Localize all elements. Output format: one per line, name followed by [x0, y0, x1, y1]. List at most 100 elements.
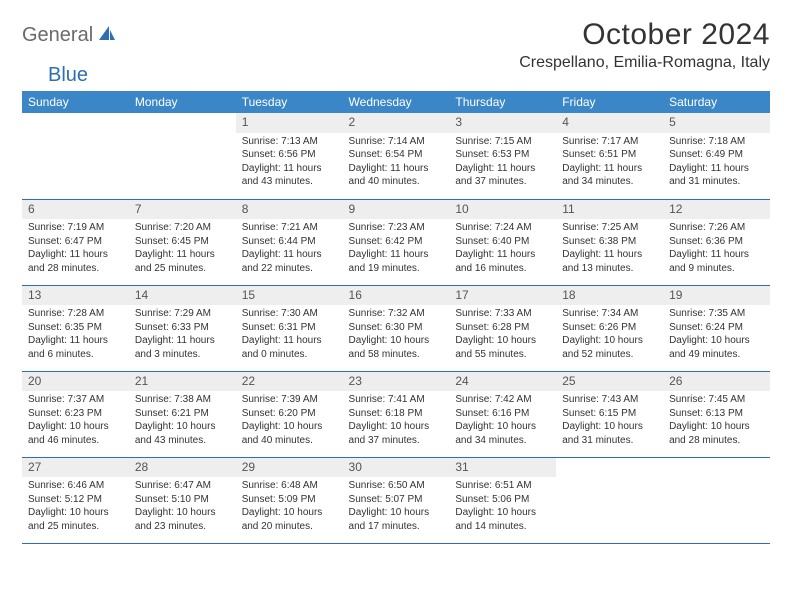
- calendar-cell: 27Sunrise: 6:46 AMSunset: 5:12 PMDayligh…: [22, 457, 129, 543]
- daylight-text-2: and 43 minutes.: [242, 175, 337, 189]
- sunset-text: Sunset: 6:13 PM: [669, 407, 764, 421]
- day-details: Sunrise: 7:35 AMSunset: 6:24 PMDaylight:…: [663, 305, 770, 365]
- sunrise-text: Sunrise: 7:33 AM: [455, 307, 550, 321]
- day-number: 8: [236, 200, 343, 220]
- daylight-text-1: Daylight: 10 hours: [455, 506, 550, 520]
- calendar-cell: 8Sunrise: 7:21 AMSunset: 6:44 PMDaylight…: [236, 199, 343, 285]
- sunrise-text: Sunrise: 7:15 AM: [455, 135, 550, 149]
- daylight-text-1: Daylight: 11 hours: [242, 248, 337, 262]
- daylight-text-1: Daylight: 11 hours: [669, 248, 764, 262]
- sunset-text: Sunset: 6:54 PM: [349, 148, 444, 162]
- sunset-text: Sunset: 6:18 PM: [349, 407, 444, 421]
- daylight-text-2: and 40 minutes.: [242, 434, 337, 448]
- day-details: Sunrise: 7:25 AMSunset: 6:38 PMDaylight:…: [556, 219, 663, 279]
- calendar-cell: 18Sunrise: 7:34 AMSunset: 6:26 PMDayligh…: [556, 285, 663, 371]
- daylight-text-2: and 6 minutes.: [28, 348, 123, 362]
- daylight-text-2: and 17 minutes.: [349, 520, 444, 534]
- calendar-cell: 10Sunrise: 7:24 AMSunset: 6:40 PMDayligh…: [449, 199, 556, 285]
- daylight-text-1: Daylight: 11 hours: [669, 162, 764, 176]
- daylight-text-1: Daylight: 11 hours: [242, 334, 337, 348]
- day-number: 19: [663, 286, 770, 306]
- daylight-text-2: and 3 minutes.: [135, 348, 230, 362]
- day-details: Sunrise: 7:33 AMSunset: 6:28 PMDaylight:…: [449, 305, 556, 365]
- calendar-cell: 6Sunrise: 7:19 AMSunset: 6:47 PMDaylight…: [22, 199, 129, 285]
- day-number: 6: [22, 200, 129, 220]
- calendar-table: Sunday Monday Tuesday Wednesday Thursday…: [22, 91, 770, 544]
- sunset-text: Sunset: 6:16 PM: [455, 407, 550, 421]
- day-details: Sunrise: 7:41 AMSunset: 6:18 PMDaylight:…: [343, 391, 450, 451]
- daylight-text-1: Daylight: 11 hours: [242, 162, 337, 176]
- day-number: 12: [663, 200, 770, 220]
- day-details: Sunrise: 7:21 AMSunset: 6:44 PMDaylight:…: [236, 219, 343, 279]
- calendar-cell: 23Sunrise: 7:41 AMSunset: 6:18 PMDayligh…: [343, 371, 450, 457]
- daylight-text-1: Daylight: 10 hours: [242, 506, 337, 520]
- calendar-cell: 20Sunrise: 7:37 AMSunset: 6:23 PMDayligh…: [22, 371, 129, 457]
- sunset-text: Sunset: 6:15 PM: [562, 407, 657, 421]
- daylight-text-2: and 0 minutes.: [242, 348, 337, 362]
- sunrise-text: Sunrise: 7:29 AM: [135, 307, 230, 321]
- daylight-text-2: and 16 minutes.: [455, 262, 550, 276]
- sunset-text: Sunset: 6:47 PM: [28, 235, 123, 249]
- calendar-page: General October 2024 Crespellano, Emilia…: [0, 0, 792, 554]
- day-header: Wednesday: [343, 91, 450, 113]
- daylight-text-2: and 58 minutes.: [349, 348, 444, 362]
- sunset-text: Sunset: 6:31 PM: [242, 321, 337, 335]
- calendar-week-row: 13Sunrise: 7:28 AMSunset: 6:35 PMDayligh…: [22, 285, 770, 371]
- daylight-text-1: Daylight: 10 hours: [455, 420, 550, 434]
- logo-text-blue: Blue: [48, 64, 88, 86]
- sunset-text: Sunset: 6:24 PM: [669, 321, 764, 335]
- day-number: 21: [129, 372, 236, 392]
- sunrise-text: Sunrise: 7:25 AM: [562, 221, 657, 235]
- sunrise-text: Sunrise: 7:37 AM: [28, 393, 123, 407]
- sunrise-text: Sunrise: 6:51 AM: [455, 479, 550, 493]
- day-number: 9: [343, 200, 450, 220]
- calendar-cell: 14Sunrise: 7:29 AMSunset: 6:33 PMDayligh…: [129, 285, 236, 371]
- sunrise-text: Sunrise: 7:39 AM: [242, 393, 337, 407]
- daylight-text-1: Daylight: 10 hours: [349, 420, 444, 434]
- day-details: Sunrise: 7:14 AMSunset: 6:54 PMDaylight:…: [343, 133, 450, 193]
- day-details: Sunrise: 7:28 AMSunset: 6:35 PMDaylight:…: [22, 305, 129, 365]
- day-number: 23: [343, 372, 450, 392]
- daylight-text-1: Daylight: 10 hours: [562, 420, 657, 434]
- logo: General: [22, 18, 119, 47]
- sunrise-text: Sunrise: 7:17 AM: [562, 135, 657, 149]
- daylight-text-2: and 25 minutes.: [28, 520, 123, 534]
- daylight-text-2: and 19 minutes.: [349, 262, 444, 276]
- day-header: Thursday: [449, 91, 556, 113]
- daylight-text-2: and 31 minutes.: [562, 434, 657, 448]
- calendar-cell: 26Sunrise: 7:45 AMSunset: 6:13 PMDayligh…: [663, 371, 770, 457]
- day-details: Sunrise: 7:24 AMSunset: 6:40 PMDaylight:…: [449, 219, 556, 279]
- daylight-text-2: and 43 minutes.: [135, 434, 230, 448]
- sunset-text: Sunset: 6:36 PM: [669, 235, 764, 249]
- calendar-cell: 3Sunrise: 7:15 AMSunset: 6:53 PMDaylight…: [449, 113, 556, 199]
- day-header: Friday: [556, 91, 663, 113]
- day-number: 24: [449, 372, 556, 392]
- daylight-text-1: Daylight: 10 hours: [28, 506, 123, 520]
- daylight-text-1: Daylight: 10 hours: [135, 420, 230, 434]
- day-number: 3: [449, 113, 556, 133]
- sunrise-text: Sunrise: 6:47 AM: [135, 479, 230, 493]
- day-number: 11: [556, 200, 663, 220]
- daylight-text-1: Daylight: 10 hours: [28, 420, 123, 434]
- calendar-cell: 22Sunrise: 7:39 AMSunset: 6:20 PMDayligh…: [236, 371, 343, 457]
- day-number: 27: [22, 458, 129, 478]
- daylight-text-2: and 14 minutes.: [455, 520, 550, 534]
- sunrise-text: Sunrise: 7:28 AM: [28, 307, 123, 321]
- logo-text-general: General: [22, 24, 93, 47]
- calendar-cell: [663, 457, 770, 543]
- sunrise-text: Sunrise: 7:35 AM: [669, 307, 764, 321]
- sunset-text: Sunset: 6:33 PM: [135, 321, 230, 335]
- sunrise-text: Sunrise: 7:43 AM: [562, 393, 657, 407]
- sunrise-text: Sunrise: 7:41 AM: [349, 393, 444, 407]
- sunset-text: Sunset: 6:35 PM: [28, 321, 123, 335]
- logo-sail-icon: [97, 24, 117, 47]
- daylight-text-1: Daylight: 10 hours: [135, 506, 230, 520]
- sunrise-text: Sunrise: 7:23 AM: [349, 221, 444, 235]
- calendar-cell: [22, 113, 129, 199]
- day-details: Sunrise: 7:20 AMSunset: 6:45 PMDaylight:…: [129, 219, 236, 279]
- calendar-week-row: 20Sunrise: 7:37 AMSunset: 6:23 PMDayligh…: [22, 371, 770, 457]
- day-number: 17: [449, 286, 556, 306]
- sunset-text: Sunset: 6:20 PM: [242, 407, 337, 421]
- sunrise-text: Sunrise: 7:14 AM: [349, 135, 444, 149]
- day-details: Sunrise: 7:30 AMSunset: 6:31 PMDaylight:…: [236, 305, 343, 365]
